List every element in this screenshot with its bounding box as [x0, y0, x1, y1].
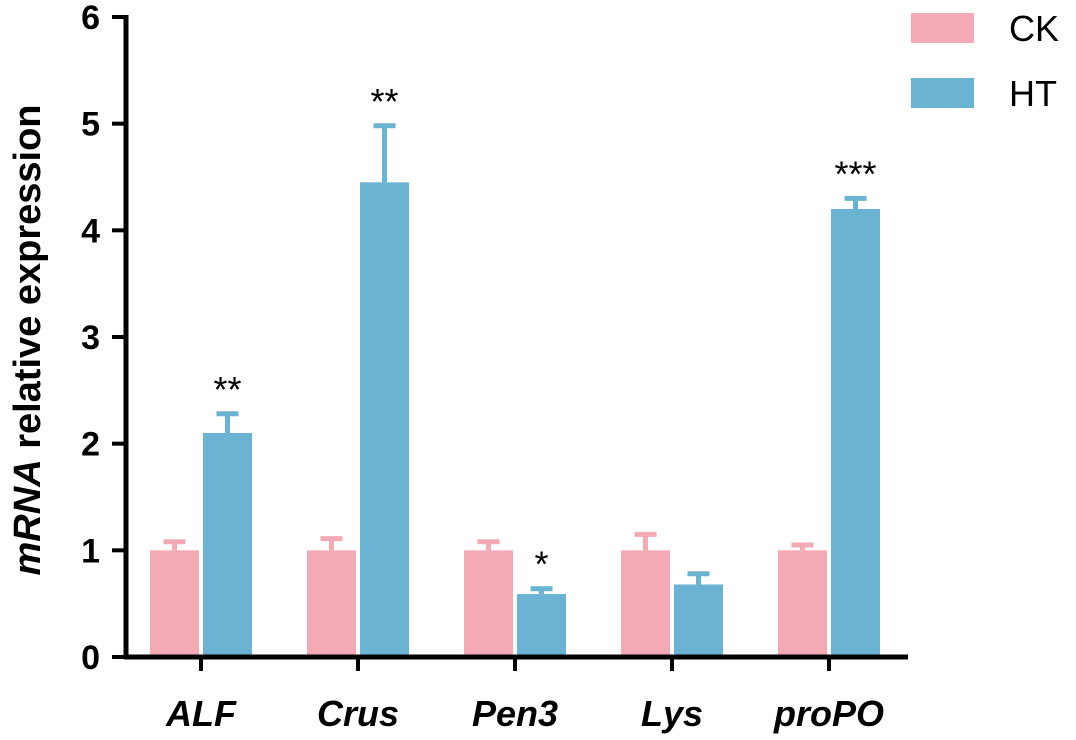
bar-ht-alf	[203, 433, 252, 657]
bar-ht-propo	[831, 209, 880, 657]
x-tick-label-lys: Lys	[641, 693, 703, 734]
significance-label-alf: **	[213, 369, 241, 410]
significance-label-pen3: *	[534, 544, 548, 585]
y-tick-label: 5	[81, 106, 100, 144]
y-tick-label: 0	[81, 639, 100, 677]
y-tick-label: 2	[81, 426, 100, 464]
legend: CK HT	[911, 8, 1059, 114]
bar-ck-alf	[150, 550, 199, 657]
legend-swatch-ck	[911, 13, 974, 43]
y-axis-label-italic: mRNA	[7, 459, 49, 575]
plot-area: ** ALF ** Crus * Pen3 Lys *** proPO 0 1 2 3 4 5 6	[81, 0, 908, 734]
bar-ht-pen3	[517, 594, 566, 657]
bar-ht-lys	[674, 584, 723, 657]
bar-ck-lys	[621, 550, 670, 657]
y-tick-label: 1	[81, 532, 100, 570]
x-tick-label-crus: Crus	[317, 693, 399, 734]
bar-ck-crus	[307, 550, 356, 657]
y-tick-label: 4	[81, 212, 100, 250]
x-tick-label-propo: proPO	[773, 693, 884, 734]
y-tick-label: 3	[81, 319, 100, 357]
legend-label-ck: CK	[1009, 8, 1059, 49]
bar-ht-crus	[360, 182, 409, 658]
legend-swatch-ht	[911, 78, 974, 108]
y-axis-label-rest: relative expression	[7, 105, 49, 460]
bar-ck-pen3	[464, 550, 513, 657]
svg-text:mRNA relative expression: mRNA relative expression	[7, 105, 49, 576]
significance-label-propo: ***	[834, 153, 876, 194]
bar-ck-propo	[778, 550, 827, 657]
legend-label-ht: HT	[1009, 73, 1057, 114]
y-tick-label: 6	[81, 0, 100, 37]
x-tick-label-pen3: Pen3	[472, 693, 558, 734]
x-tick-label-alf: ALF	[165, 693, 237, 734]
y-axis-label: mRNA relative expression	[7, 105, 49, 576]
significance-label-crus: **	[370, 81, 398, 122]
